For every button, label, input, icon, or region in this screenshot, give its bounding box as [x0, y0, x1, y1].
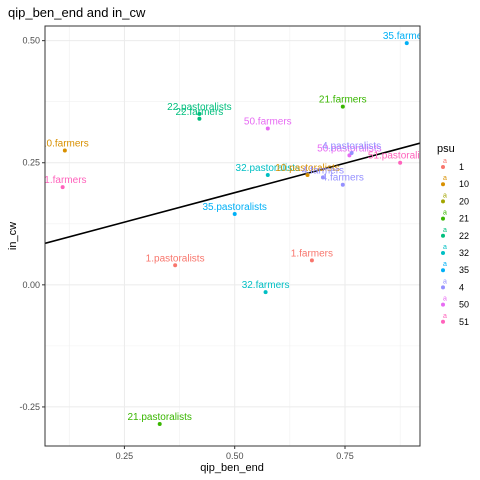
data-point: [404, 41, 409, 46]
y-tick-label: 0.00: [22, 280, 40, 290]
data-point: [197, 116, 202, 121]
data-point: [263, 290, 268, 295]
plot-background: [45, 26, 420, 446]
y-tick-label: 0.50: [22, 36, 40, 46]
regression-line: [45, 142, 420, 245]
legend-label: 1: [459, 162, 464, 172]
data-point-label: 1.farmers: [291, 248, 333, 259]
chart-title: qip_ben_end and in_cw: [8, 5, 146, 20]
x-tick-label: 0.25: [116, 451, 134, 461]
data-point-label: 10.farmers: [41, 139, 89, 150]
data-point-label: 10.pastoralists: [275, 163, 339, 174]
data-point-label: 35.farmers: [383, 31, 431, 42]
legend-key: [441, 268, 445, 273]
legend-label: 22: [459, 231, 469, 241]
data-point-label: 21.farmers: [319, 95, 367, 106]
legend-key-glyph: a: [443, 244, 447, 251]
legend: psu a 1 a 10 a 20 a 21 a 22 a 32 a 35 a 4 a 50 a 51: [437, 143, 469, 327]
y-axis-title: in_cw: [7, 222, 19, 250]
x-tick-label: 0.50: [226, 451, 244, 461]
legend-title: psu: [437, 143, 455, 155]
legend-key-glyph: a: [443, 192, 447, 199]
legend-key: [441, 251, 445, 255]
legend-key-glyph: a: [443, 227, 447, 234]
data-point-label: 4.pastoralists: [322, 141, 381, 152]
data-point: [340, 182, 345, 187]
legend-key-glyph: a: [443, 175, 447, 182]
points-layer: 35.farmers 21.farmers 22.pastoralists22.fa…: [39, 31, 432, 427]
data-point: [265, 126, 270, 131]
data-point-label: 22.farmers: [176, 107, 224, 118]
data-point-label: 32.pastoralists: [236, 163, 300, 174]
data-point: [157, 422, 162, 427]
data-point-label: 50.pastoralists: [317, 143, 381, 154]
legend-key-glyph: a: [443, 261, 447, 268]
data-point-label: 21.pastoralists: [127, 412, 191, 423]
data-point: [197, 111, 202, 116]
data-point: [265, 172, 270, 177]
data-point-label: 50.farmers: [244, 117, 292, 128]
data-point-label: 51.farmers: [39, 175, 87, 186]
data-point-label: 51.pastoralists: [368, 151, 432, 162]
data-point-label: 22.pastoralists: [167, 102, 231, 113]
legend-key: [441, 285, 445, 290]
legend-label: 35: [459, 265, 469, 275]
legend-label: 32: [459, 248, 469, 258]
plot-border: [44, 25, 421, 447]
y-tick-label: 0.25: [22, 158, 40, 168]
data-point: [232, 212, 237, 217]
legend-key-glyph: a: [443, 313, 447, 320]
data-point-label: 4.farmers: [322, 173, 364, 184]
x-axis: 0.25 0.50 0.75: [116, 446, 354, 461]
legend-label: 50: [459, 300, 469, 310]
x-axis-title: qip_ben_end: [200, 462, 264, 474]
data-point: [62, 148, 67, 153]
data-point: [173, 263, 178, 268]
legend-label: 20: [459, 196, 469, 206]
data-point: [309, 258, 314, 263]
data-point: [60, 185, 65, 190]
data-point-label: 35.pastoralists: [202, 202, 266, 213]
plot-area: 35.farmers 21.farmers 22.pastoralists22.fa…: [39, 25, 432, 447]
y-axis: -0.25 0.00 0.25 0.50: [19, 36, 45, 412]
legend-label: 51: [459, 317, 469, 327]
legend-key: [441, 182, 445, 187]
legend-key: [441, 199, 445, 204]
legend-key: [441, 302, 445, 307]
data-point: [340, 104, 345, 109]
legend-key: [441, 165, 445, 169]
legend-key: [441, 216, 445, 221]
data-point-label: 4.farmers: [302, 165, 344, 176]
legend-key-glyph: a: [443, 158, 447, 165]
legend-label: 21: [459, 214, 469, 224]
data-point: [349, 150, 354, 155]
data-point: [305, 172, 310, 177]
x-tick-label: 0.75: [336, 451, 354, 461]
data-point: [398, 160, 403, 165]
y-tick-label: -0.25: [19, 402, 40, 412]
legend-label: 4: [459, 282, 464, 292]
legend-key-glyph: a: [443, 210, 447, 217]
legend-label: 10: [459, 179, 469, 189]
legend-key: [441, 319, 445, 324]
data-point-label: 32.farmers: [242, 280, 290, 291]
data-point: [320, 175, 325, 180]
legend-key-glyph: a: [443, 296, 447, 303]
legend-key-glyph: a: [443, 278, 447, 285]
legend-key: [441, 233, 445, 238]
data-point-label: 1.pastoralists: [146, 253, 205, 264]
